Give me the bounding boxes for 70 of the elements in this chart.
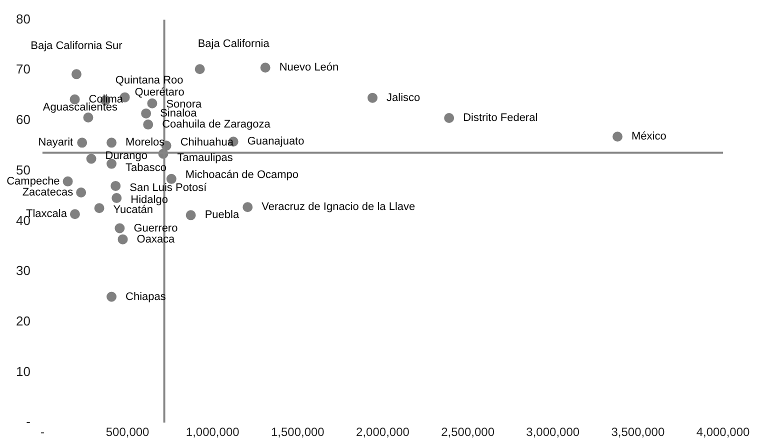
y-tick-label: 10 [16, 364, 30, 379]
y-tick-label: 20 [16, 313, 30, 328]
annotation: Baja California [198, 38, 270, 50]
point [118, 234, 128, 244]
y-tick-label: 70 [16, 62, 30, 77]
annotation: Coahuila de Zaragoza [162, 118, 272, 131]
x-tick-label: 1,500,000 [270, 425, 325, 440]
y-tick-label: 80 [16, 11, 30, 26]
annotation: San Luis Potosí [130, 182, 208, 194]
point [70, 209, 80, 220]
annotation: Tamaulipas [177, 152, 234, 164]
x-tick-label: 3,500,000 [611, 425, 665, 440]
annotation: Yucatán [113, 204, 154, 216]
annotation: México [632, 130, 666, 143]
annotation: Jalisco [386, 92, 420, 104]
point [110, 180, 121, 191]
annotation: Morelos [126, 136, 166, 149]
point [194, 64, 205, 74]
annotation: Distrito Federal [463, 112, 538, 124]
x-tick-label: 2,500,000 [441, 425, 495, 440]
point [242, 202, 253, 212]
point [444, 112, 454, 123]
point [62, 176, 73, 186]
x-tick-label: 3,000,000 [526, 425, 580, 440]
point [612, 132, 623, 142]
point [368, 92, 378, 103]
point [83, 112, 94, 122]
point [76, 188, 86, 198]
point [94, 203, 104, 214]
annotation: Sinaloa [160, 107, 198, 120]
x-tick-label: 1,000,000 [186, 425, 240, 440]
annotation: Quintana Roo [115, 74, 184, 86]
x-tick-label: 500,000 [106, 425, 150, 440]
point [260, 62, 270, 73]
point [166, 174, 176, 184]
annotation: Chihuahua [180, 136, 234, 149]
point [143, 120, 154, 130]
point [106, 138, 117, 148]
annotation: Hidalgo [130, 194, 168, 206]
annotation: Chiapas [126, 290, 166, 303]
point [112, 193, 122, 204]
annotation: Guerrero [134, 222, 178, 234]
point [77, 138, 88, 148]
annotation: Oaxaca [136, 233, 176, 246]
point [141, 108, 152, 118]
y-tick-label: 30 [16, 263, 30, 278]
point [114, 223, 125, 234]
annotation: Campeche [6, 175, 60, 188]
annotation: Baja California Sur [30, 40, 123, 52]
annotation: Querétaro [134, 86, 184, 98]
point [106, 292, 117, 302]
x-tick-label: 2,000,000 [356, 425, 410, 440]
annotation: Nuevo León [279, 62, 339, 74]
point [86, 154, 96, 164]
annotation: Puebla [204, 209, 240, 222]
annotation: Michoacán de Ocampo [185, 168, 299, 181]
annotation: Veracruz de Ignacio de la Llave [262, 201, 416, 214]
annotation: Guanajuato [247, 136, 304, 148]
y-tick-label: - [26, 414, 30, 430]
point [71, 69, 82, 80]
x-tick-label: - [40, 425, 44, 440]
point [186, 210, 196, 220]
annotation: Nayarit [38, 136, 74, 149]
annotation: Zacatecas [22, 186, 74, 199]
y-tick-label: 50 [16, 162, 30, 178]
point [147, 98, 158, 108]
x-tick-label: 4,000,000 [696, 425, 750, 440]
y-tick-label: 60 [16, 112, 30, 128]
annotation: Durango [105, 150, 148, 162]
annotation: Tabasco [126, 162, 167, 174]
